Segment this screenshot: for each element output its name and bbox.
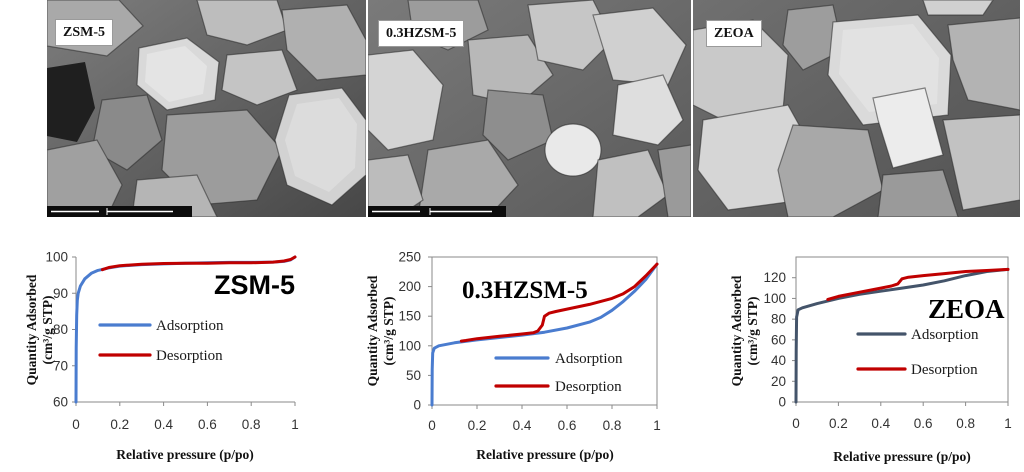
plot-frame	[431, 256, 658, 406]
sem-micrograph	[368, 0, 691, 217]
sem-image-zsm-5: ZSM-5	[47, 0, 366, 217]
isotherm-chart: 0 50 100 150 200 250 0 0.2 0.4 0.6 0.8 1 Adsorption D…	[365, 250, 661, 463]
y-tick-label: 60	[53, 395, 68, 410]
series-line-adsorption	[430, 262, 659, 407]
crystals	[47, 0, 366, 217]
y-tick-label: 120	[763, 270, 786, 285]
x-axis-title: Relative pressure (p/po)	[833, 449, 971, 464]
x-tick-label: 0.4	[154, 417, 173, 432]
isotherm-chart: 0 20 40 60 80 100 120 0 0.2 0.4 0.6 0.8 1 Adsorption D…	[729, 256, 1012, 464]
x-tick-label: 0.6	[914, 416, 933, 431]
series-line-adsorption	[74, 255, 297, 404]
chart-title: ZSM-5	[214, 270, 295, 300]
plot-frame	[795, 256, 1009, 403]
y-tick-label: 200	[398, 279, 421, 294]
chart-title: ZEOA	[928, 294, 1005, 324]
sem-image-0-3hzsm-5: 0.3HZSM-5	[368, 0, 691, 217]
legend-label: Desorption	[555, 379, 622, 395]
y-tick-label: 100	[45, 250, 68, 265]
sem-label: ZEOA	[706, 20, 762, 47]
series-line-adsorption	[794, 267, 1010, 404]
x-tick-label: 0.6	[558, 418, 577, 433]
y-axis-title-line: (cm³/g STP)	[745, 297, 760, 366]
y-tick-label: 80	[53, 322, 68, 337]
x-tick-label: 0.6	[198, 417, 217, 432]
legend-label: Adsorption	[911, 327, 979, 343]
x-tick-label: 0.4	[513, 418, 532, 433]
x-tick-label: 0	[792, 416, 800, 431]
series-line-desorption	[826, 267, 1010, 301]
y-tick-label: 250	[398, 250, 421, 265]
sem-image-zeoa: ZEOA	[693, 0, 1020, 217]
y-tick-label: 60	[771, 332, 786, 347]
y-axis-title-line: Quantity Adsorbed	[24, 274, 39, 385]
y-tick-label: 80	[771, 312, 786, 327]
series-line-desorption	[459, 262, 659, 343]
y-tick-label: 90	[53, 286, 68, 301]
x-tick-label: 1	[291, 417, 299, 432]
y-tick-label: 40	[771, 353, 786, 368]
y-tick-label: 50	[406, 368, 421, 383]
x-tick-label: 0.2	[110, 417, 129, 432]
y-axis-title: Quantity Adsorbed (cm³/g STP)	[24, 274, 55, 385]
y-tick-label: 150	[398, 309, 421, 324]
y-tick-label: 20	[771, 374, 786, 389]
y-axis-title: Quantity Adsorbed (cm³/g STP)	[365, 275, 396, 386]
x-tick-label: 0.8	[242, 417, 261, 432]
y-tick-label: 0	[413, 398, 421, 413]
scale-bar	[368, 206, 506, 217]
legend-label: Adsorption	[555, 351, 623, 367]
x-axis-title: Relative pressure (p/po)	[476, 447, 614, 462]
y-axis-title-line: Quantity Adsorbed	[729, 275, 744, 386]
y-axis-title-line: (cm³/g STP)	[40, 296, 55, 365]
isotherm-chart: 60 70 80 90 100 0 0.2 0.4 0.6 0.8 1 Adsorption Desor…	[24, 250, 299, 463]
sem-label: 0.3HZSM-5	[378, 20, 465, 47]
x-tick-label: 0	[428, 418, 436, 433]
y-tick-label: 70	[53, 358, 68, 373]
x-tick-label: 0.2	[468, 418, 487, 433]
crystals	[368, 0, 691, 217]
x-tick-label: 0.8	[603, 418, 622, 433]
x-tick-label: 0.2	[829, 416, 848, 431]
x-axis-title: Relative pressure (p/po)	[116, 447, 254, 462]
series-line-desorption	[100, 255, 297, 272]
sem-micrograph	[47, 0, 366, 217]
legend-label: Desorption	[156, 348, 223, 364]
x-tick-label: 1	[653, 418, 661, 433]
y-axis-title-line: (cm³/g STP)	[381, 297, 396, 366]
y-tick-label: 0	[778, 395, 786, 410]
y-axis-title: Quantity Adsorbed (cm³/g STP)	[729, 275, 760, 386]
x-tick-label: 0.8	[956, 416, 975, 431]
y-tick-label: 100	[763, 291, 786, 306]
sem-label: ZSM-5	[55, 19, 113, 46]
legend-label: Adsorption	[156, 318, 224, 334]
x-tick-label: 0	[72, 417, 80, 432]
y-axis-title-line: Quantity Adsorbed	[365, 275, 380, 386]
x-tick-label: 0.4	[871, 416, 890, 431]
legend-label: Desorption	[911, 362, 978, 378]
y-tick-label: 100	[398, 338, 421, 353]
x-tick-label: 1	[1004, 416, 1012, 431]
chart-title: 0.3HZSM-5	[462, 277, 588, 304]
scale-bar	[47, 206, 192, 217]
